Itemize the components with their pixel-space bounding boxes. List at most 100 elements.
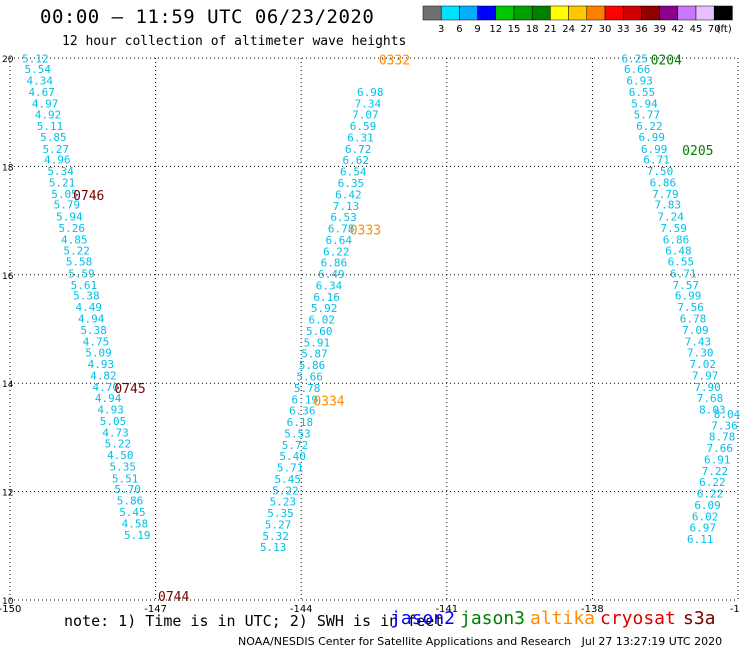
swh-value: 6.55 bbox=[629, 86, 656, 99]
swh-value: 7.07 bbox=[352, 109, 379, 122]
colorbar-label: 39 bbox=[653, 24, 666, 35]
colorbar-unit: (ft) bbox=[717, 24, 732, 35]
swh-value: 6.71 bbox=[670, 268, 697, 281]
swh-value: 6.25 bbox=[622, 52, 649, 65]
swh-value: 5.34 bbox=[47, 165, 74, 178]
x-tick-label: -144 bbox=[290, 604, 313, 615]
pass-time-label: 0333 bbox=[350, 224, 381, 239]
swh-value: 5.13 bbox=[260, 541, 287, 554]
swh-value: 5.35 bbox=[109, 460, 136, 473]
swh-value: 6.93 bbox=[626, 75, 653, 88]
swh-value: 5.23 bbox=[270, 496, 297, 509]
page-subtitle: 12 hour collection of altimeter wave hei… bbox=[62, 34, 407, 49]
swh-value: 6.71 bbox=[643, 154, 670, 167]
credit-line: NOAA/NESDIS Center for Satellite Applica… bbox=[238, 635, 723, 648]
swh-value: 6.99 bbox=[641, 143, 668, 156]
swh-value: 5.05 bbox=[100, 415, 127, 428]
swh-value: 6.78 bbox=[680, 312, 707, 325]
x-tick-label: -141 bbox=[435, 604, 458, 615]
pass-time-label: 0205 bbox=[682, 144, 713, 159]
swh-value: 6.99 bbox=[639, 131, 666, 144]
swh-value: 6.53 bbox=[330, 211, 357, 224]
swh-value: 6.35 bbox=[338, 177, 365, 190]
swh-value: 5.22 bbox=[105, 438, 132, 451]
swh-value: 7.66 bbox=[706, 442, 733, 455]
swh-value: 6.22 bbox=[697, 488, 724, 501]
y-tick-label: 20 bbox=[2, 55, 14, 65]
swh-value: 4.82 bbox=[90, 369, 117, 382]
swh-value: 6.99 bbox=[675, 290, 702, 303]
swh-value: 6.36 bbox=[289, 405, 316, 418]
colorbar-label: 21 bbox=[544, 24, 557, 35]
legend-s3a: s3a bbox=[683, 608, 716, 629]
colorbar-label: 33 bbox=[617, 24, 630, 35]
swh-value: 6.60 bbox=[739, 449, 740, 462]
swh-value: 5.87 bbox=[301, 348, 328, 361]
swh-value: 5.22 bbox=[63, 245, 90, 258]
swh-value: 7.30 bbox=[687, 347, 714, 360]
swh-value: 5.58 bbox=[66, 256, 93, 269]
track-pass-right-a: 6.256.666.936.555.945.776.226.996.996.71… bbox=[622, 52, 726, 416]
swh-value: 6.18 bbox=[287, 416, 314, 429]
swh-value: 6.16 bbox=[313, 291, 340, 304]
pass-time-label: 0745 bbox=[114, 382, 145, 397]
x-tick-label: -138 bbox=[581, 604, 604, 615]
pass-time-label: 0746 bbox=[73, 189, 104, 204]
swh-value: 5.22 bbox=[272, 484, 299, 497]
swh-value: 5.94 bbox=[631, 97, 658, 110]
swh-value: 7.83 bbox=[655, 199, 682, 212]
swh-value: 6.86 bbox=[663, 233, 690, 246]
swh-value: 6.72 bbox=[345, 143, 372, 156]
legend-cryosat: cryosat bbox=[600, 608, 676, 629]
pass-time-label: 0332 bbox=[379, 53, 410, 68]
swh-value: 6.09 bbox=[694, 499, 721, 512]
swh-value: 7.97 bbox=[692, 369, 719, 382]
colorbar-label: 42 bbox=[671, 24, 684, 35]
swh-value: 5.86 bbox=[299, 359, 326, 372]
y-tick-label: 12 bbox=[2, 489, 13, 499]
swh-value: 7.68 bbox=[697, 392, 724, 405]
y-tick-label: 10 bbox=[2, 597, 14, 607]
swh-value: 5.92 bbox=[311, 302, 338, 315]
swh-value: 6.11 bbox=[687, 533, 714, 546]
colorbar-label: 9 bbox=[474, 24, 480, 35]
swh-value: 6.22 bbox=[636, 120, 663, 133]
colorbar-label: 45 bbox=[690, 24, 703, 35]
y-tick-label: 18 bbox=[2, 163, 14, 173]
swh-value: 5.66 bbox=[296, 370, 323, 383]
swh-value: 7.36 bbox=[711, 419, 738, 432]
swh-value: 6.78 bbox=[328, 223, 355, 236]
swh-value: 6.62 bbox=[342, 154, 369, 167]
pass-time-label: 0334 bbox=[313, 394, 344, 409]
swh-value: 5.86 bbox=[117, 495, 144, 508]
swh-value: 5.53 bbox=[284, 427, 311, 440]
swh-value: 6.55 bbox=[668, 256, 695, 269]
swh-value: 5.94 bbox=[56, 211, 83, 224]
swh-value: 5.27 bbox=[43, 143, 70, 156]
colorbar-label: 18 bbox=[526, 24, 539, 35]
swh-value: 8.04 bbox=[714, 408, 740, 421]
swh-value: 5.60 bbox=[306, 325, 333, 338]
swh-value: 4.93 bbox=[88, 358, 115, 371]
swh-value: 5.78 bbox=[294, 382, 321, 395]
swh-value: 7.24 bbox=[657, 211, 684, 224]
swh-value: 7.59 bbox=[660, 222, 687, 235]
swh-value: 5.61 bbox=[71, 279, 98, 292]
swh-value: 7.57 bbox=[672, 279, 699, 292]
swh-value: 5.26 bbox=[59, 222, 86, 235]
x-tick-label: -147 bbox=[144, 604, 167, 615]
swh-value: 7.90 bbox=[694, 381, 721, 394]
swh-value: 5.72 bbox=[282, 439, 309, 452]
track-altika-pass: 5.135.325.275.355.235.225.455.715.405.72… bbox=[260, 86, 384, 554]
colorbar-label: 3 bbox=[438, 24, 444, 35]
colorbar-label: 15 bbox=[508, 24, 521, 35]
swh-value: 5.35 bbox=[267, 507, 294, 520]
swh-value: 5.32 bbox=[262, 530, 289, 543]
swh-value: 5.85 bbox=[40, 131, 67, 144]
colorbar-swatch bbox=[713, 5, 733, 21]
swh-value: 6.49 bbox=[318, 268, 345, 281]
footnote: note: 1) Time is in UTC; 2) SWH is in fe… bbox=[64, 612, 444, 630]
track-s3a-pass-left: 5.125.544.344.674.974.925.115.855.274.96… bbox=[22, 52, 150, 541]
swh-value: 4.85 bbox=[61, 233, 88, 246]
